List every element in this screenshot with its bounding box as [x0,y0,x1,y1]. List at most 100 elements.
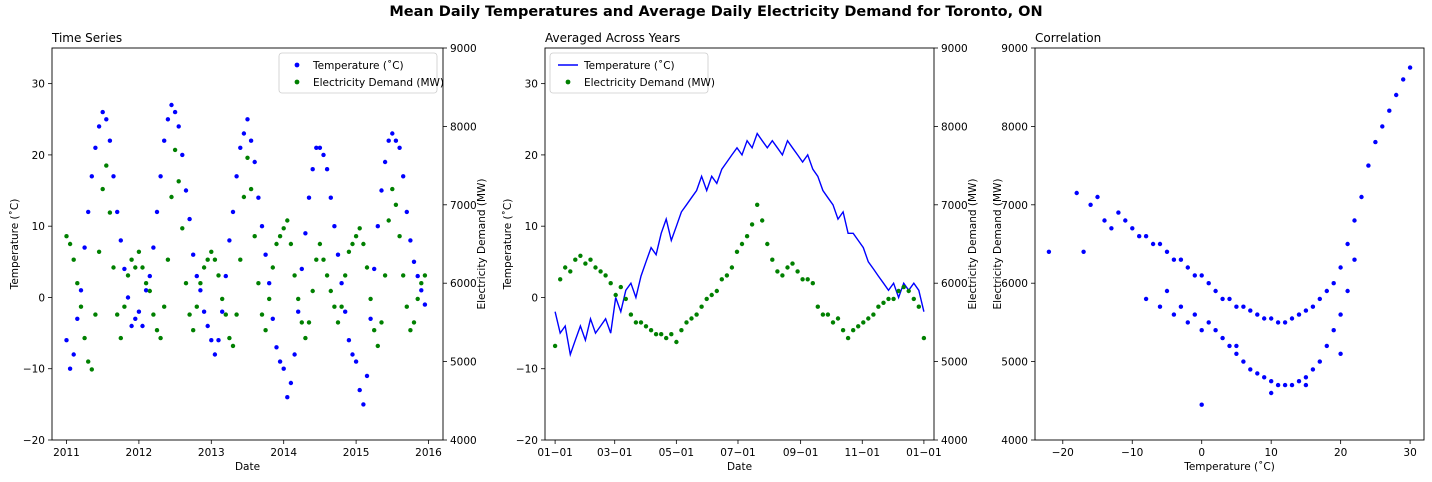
data-point [775,269,780,274]
y-right-tick-label: 6000 [450,278,477,290]
x-tick-label: 0 [1198,447,1205,459]
x-tick-label: 2012 [126,447,153,459]
data-point [1185,320,1191,325]
y-tick-label: 5000 [1001,357,1028,369]
y-right-tick-label: 9000 [941,43,968,55]
series-line [554,131,925,358]
data-point [845,335,851,341]
data-point [125,273,131,278]
data-point [162,304,167,309]
data-point [176,179,181,184]
plot-frame [544,47,935,441]
data-point [851,328,856,333]
data-point [415,273,420,279]
data-point [1394,92,1399,98]
x-tick-label: −20 [1052,447,1074,459]
data-point [1234,304,1239,309]
data-point [1248,367,1253,372]
data-point [871,312,876,317]
data-point [881,300,886,305]
data-point [1241,359,1246,364]
legend-entry: Temperature (˚C) [583,60,675,72]
data-point [169,102,174,108]
data-point [603,273,608,278]
data-point [382,273,388,278]
data-point [277,359,283,364]
data-point [147,288,152,294]
x-tick-label: 2015 [343,447,370,459]
data-point [1185,265,1191,270]
data-point [755,202,760,207]
x-tick-label: 01−01 [537,447,573,459]
data-point [263,252,268,257]
data-point [67,366,73,371]
y-tick-label: 4000 [1001,435,1028,447]
plot-frame [51,47,444,441]
y-axis-label: Temperature (˚C) [502,199,514,291]
data-point [1262,375,1267,380]
data-point [350,241,355,247]
data-point [1109,226,1114,231]
data-point [267,296,272,302]
y-right-tick-label: 6000 [941,278,968,290]
data-point [1220,335,1225,341]
data-point [252,234,257,239]
data-point [317,145,323,150]
data-point [422,273,428,278]
data-point [669,332,674,337]
data-point [151,245,156,250]
data-point [1178,257,1184,262]
data-point [227,238,232,243]
data-point [638,320,644,325]
data-point [876,304,881,309]
data-point [67,241,73,247]
y-tick-label: 0 [531,292,538,304]
data-point [165,117,171,122]
data-point [401,273,406,278]
data-point [104,117,109,122]
data-point [158,335,163,341]
data-point [306,320,312,325]
data-point [194,273,199,279]
data-point [886,296,891,302]
data-point [133,265,138,270]
y-right-tick-label: 7000 [450,200,477,212]
data-point [415,296,420,302]
data-point [379,320,384,325]
data-point [288,241,294,247]
data-point [180,226,185,231]
data-point [1192,312,1198,317]
data-point [230,343,236,349]
data-point [906,288,911,294]
data-point [332,304,337,309]
data-point [321,152,326,158]
data-point [180,152,185,158]
data-point [699,304,704,309]
data-point [1241,304,1246,309]
data-point [1227,296,1232,302]
data-point [1401,77,1406,82]
data-point [734,249,740,254]
data-point [96,124,102,129]
data-point [187,312,192,317]
data-point [1387,108,1392,113]
data-point [364,373,370,379]
data-point [140,323,145,329]
data-point [256,281,261,286]
data-point [805,277,810,282]
data-point [133,316,138,321]
data-point [1345,241,1350,247]
data-point [593,265,598,270]
data-point [104,163,109,168]
y-tick-label: 10 [32,221,45,233]
data-point [401,174,406,179]
data-point [422,302,428,307]
x-axis-label: Temperature (˚C) [1183,461,1275,473]
data-point [187,216,192,222]
x-axis-label: Date [727,461,752,473]
data-point [115,312,120,317]
data-point [223,273,228,279]
data-point [1206,281,1211,286]
data-point [324,273,330,278]
data-point [1310,304,1316,309]
